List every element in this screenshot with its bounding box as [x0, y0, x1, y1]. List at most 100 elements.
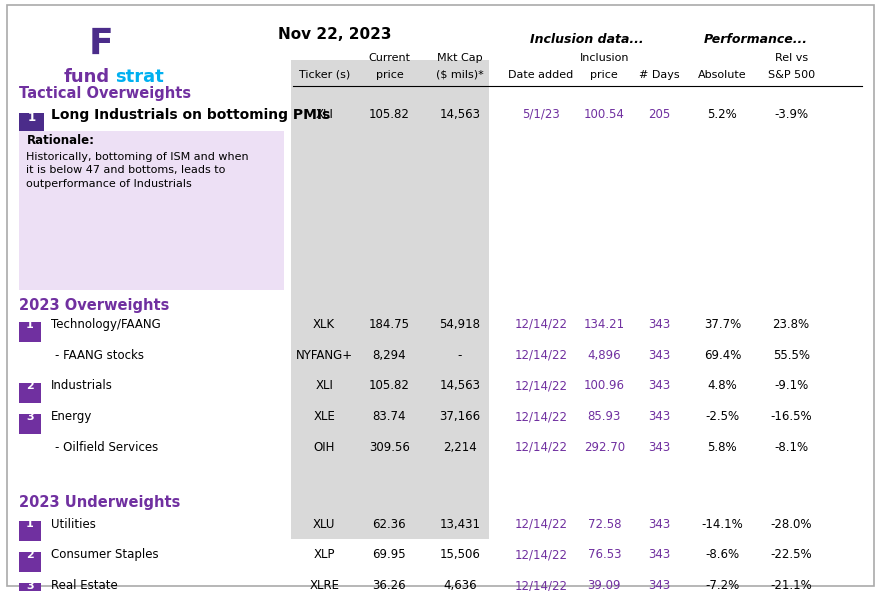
Text: 100.54: 100.54: [584, 108, 625, 121]
Text: 12/14/22: 12/14/22: [515, 518, 567, 531]
Text: -8.1%: -8.1%: [774, 441, 808, 454]
Text: 69.4%: 69.4%: [704, 349, 741, 362]
Text: Inclusion data...: Inclusion data...: [530, 33, 643, 46]
Text: 14,563: 14,563: [440, 108, 480, 121]
Text: 343: 343: [648, 379, 670, 392]
Text: 72.58: 72.58: [588, 518, 621, 531]
Text: 1: 1: [26, 320, 33, 330]
Text: Technology/FAANG: Technology/FAANG: [51, 318, 161, 331]
Bar: [291, 60, 489, 539]
Text: -: -: [458, 349, 462, 362]
Text: 343: 343: [648, 441, 670, 454]
Text: price: price: [590, 70, 618, 80]
Text: 13,431: 13,431: [440, 518, 480, 531]
Text: 12/14/22: 12/14/22: [515, 379, 567, 392]
Text: -14.1%: -14.1%: [701, 518, 744, 531]
Text: 3: 3: [26, 412, 33, 422]
Text: -2.5%: -2.5%: [706, 410, 739, 423]
Text: 105.82: 105.82: [369, 108, 410, 121]
Text: Mkt Cap: Mkt Cap: [437, 53, 483, 63]
Text: Tactical Overweights: Tactical Overweights: [19, 86, 191, 100]
Text: -8.6%: -8.6%: [706, 548, 739, 561]
Text: 343: 343: [648, 349, 670, 362]
Text: 343: 343: [648, 579, 670, 591]
Text: 1: 1: [26, 519, 33, 530]
Text: 12/14/22: 12/14/22: [515, 441, 567, 454]
Text: XLU: XLU: [313, 518, 336, 531]
Text: -16.5%: -16.5%: [770, 410, 812, 423]
Text: 14,563: 14,563: [440, 379, 480, 392]
Text: 343: 343: [648, 548, 670, 561]
Text: 76.53: 76.53: [588, 548, 621, 561]
Text: 2023 Overweights: 2023 Overweights: [19, 298, 170, 313]
Text: Consumer Staples: Consumer Staples: [51, 548, 159, 561]
Text: 100.96: 100.96: [584, 379, 625, 392]
Text: 62.36: 62.36: [373, 518, 406, 531]
Text: Industrials: Industrials: [51, 379, 113, 392]
Text: Absolute: Absolute: [698, 70, 747, 80]
Text: Ticker (s): Ticker (s): [299, 70, 350, 80]
Text: -22.5%: -22.5%: [770, 548, 812, 561]
Bar: [19, 414, 41, 434]
Bar: [19, 521, 41, 541]
Text: OIH: OIH: [314, 441, 335, 454]
Text: Nov 22, 2023: Nov 22, 2023: [278, 27, 391, 41]
Text: 12/14/22: 12/14/22: [515, 548, 567, 561]
Text: Historically, bottoming of ISM and when: Historically, bottoming of ISM and when: [26, 152, 249, 162]
Text: XLK: XLK: [313, 318, 336, 331]
Text: Utilities: Utilities: [51, 518, 96, 531]
Text: Performance...: Performance...: [704, 33, 808, 46]
Text: Inclusion: Inclusion: [580, 53, 629, 63]
Bar: [19, 383, 41, 403]
Text: 36.26: 36.26: [373, 579, 406, 591]
Text: Long Industrials on bottoming PMIs: Long Industrials on bottoming PMIs: [51, 108, 330, 122]
Text: XLI: XLI: [315, 379, 333, 392]
Text: Rel vs: Rel vs: [774, 53, 808, 63]
Text: 12/14/22: 12/14/22: [515, 579, 567, 591]
Text: 4,636: 4,636: [443, 579, 477, 591]
Text: 39.09: 39.09: [588, 579, 621, 591]
Text: Current: Current: [368, 53, 411, 63]
Text: 5.2%: 5.2%: [707, 108, 737, 121]
Text: Date added: Date added: [508, 70, 574, 80]
Text: 2: 2: [26, 550, 33, 560]
Text: 12/14/22: 12/14/22: [515, 318, 567, 331]
Text: 2: 2: [26, 381, 33, 391]
Text: 309.56: 309.56: [369, 441, 410, 454]
Text: -3.9%: -3.9%: [774, 108, 808, 121]
Text: 3: 3: [26, 581, 33, 591]
Text: fund: fund: [63, 68, 109, 86]
Text: 8,294: 8,294: [373, 349, 406, 362]
Text: 4.8%: 4.8%: [707, 379, 737, 392]
Text: strat: strat: [115, 68, 164, 86]
Text: 85.93: 85.93: [588, 410, 621, 423]
Text: 292.70: 292.70: [584, 441, 625, 454]
Text: 55.5%: 55.5%: [773, 349, 810, 362]
Bar: [19, 583, 41, 591]
Text: 343: 343: [648, 518, 670, 531]
Text: XLE: XLE: [314, 410, 335, 423]
Text: 69.95: 69.95: [373, 548, 406, 561]
Bar: [19, 552, 41, 572]
Text: 105.82: 105.82: [369, 379, 410, 392]
Text: outperformance of Industrials: outperformance of Industrials: [26, 179, 192, 189]
Text: 37,166: 37,166: [440, 410, 480, 423]
Text: NYFANG+: NYFANG+: [296, 349, 352, 362]
Text: 5/1/23: 5/1/23: [522, 108, 559, 121]
Text: 1: 1: [27, 111, 36, 124]
Text: ꓝ: ꓝ: [89, 27, 114, 61]
Text: price: price: [375, 70, 403, 80]
Text: 15,506: 15,506: [440, 548, 480, 561]
Text: - Oilfield Services: - Oilfield Services: [55, 441, 158, 454]
Text: -21.1%: -21.1%: [770, 579, 812, 591]
Text: 2,214: 2,214: [443, 441, 477, 454]
Text: 12/14/22: 12/14/22: [515, 410, 567, 423]
Text: - FAANG stocks: - FAANG stocks: [55, 349, 144, 362]
Text: -7.2%: -7.2%: [706, 579, 739, 591]
Text: -9.1%: -9.1%: [774, 379, 808, 392]
Text: 83.74: 83.74: [373, 410, 406, 423]
Bar: [19, 322, 41, 342]
Text: -28.0%: -28.0%: [770, 518, 812, 531]
Text: 343: 343: [648, 318, 670, 331]
Text: 4,896: 4,896: [588, 349, 621, 362]
